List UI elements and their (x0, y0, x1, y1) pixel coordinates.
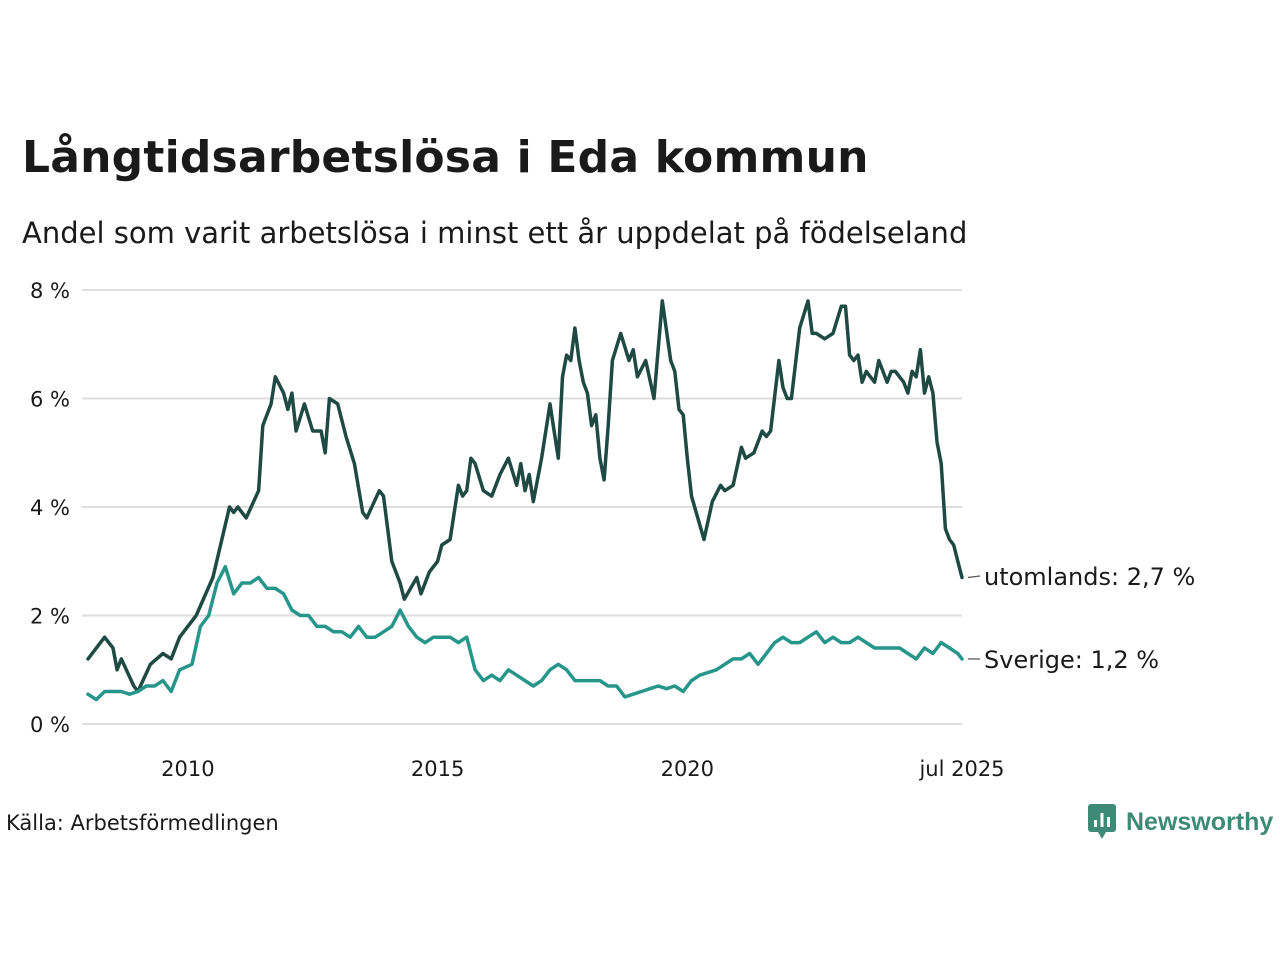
series-line-sverige (86, 564, 964, 702)
brand-name: Newsworthy (1126, 807, 1274, 836)
y-tick-label: 4 % (30, 496, 70, 520)
brand-logo[interactable]: Newsworthy (1088, 804, 1273, 840)
x-tick-label: 2020 (661, 757, 714, 781)
end-labels: utomlands: 2,7 % Sverige: 1,2 % (967, 563, 1195, 674)
x-tick-label: 2010 (161, 757, 214, 781)
y-tick-label: 2 % (30, 605, 70, 629)
gridlines (82, 289, 962, 725)
y-axis: 0 % 2 % 4 % 6 % 8 % (30, 279, 70, 737)
end-label-leader (967, 575, 981, 579)
y-tick-label: 8 % (30, 279, 70, 303)
chart-subtitle: Andel som varit arbetslösa i minst ett å… (22, 216, 968, 250)
series-group (86, 299, 964, 702)
source-note: Källa: Arbetsförmedlingen (6, 811, 279, 835)
newsworthy-logo-icon (1088, 804, 1116, 839)
x-tick-label: jul 2025 (918, 757, 1004, 781)
y-tick-label: 0 % (30, 713, 70, 737)
end-label-sverige: Sverige: 1,2 % (984, 646, 1159, 674)
chart-title: Långtidsarbetslösa i Eda kommun (22, 132, 869, 183)
series-line-utomlands (86, 299, 964, 694)
x-tick-label: 2015 (411, 757, 464, 781)
end-label-utomlands: utomlands: 2,7 % (984, 563, 1195, 591)
y-tick-label: 6 % (30, 388, 70, 412)
x-axis: 2010 2015 2020 jul 2025 (161, 757, 1004, 781)
